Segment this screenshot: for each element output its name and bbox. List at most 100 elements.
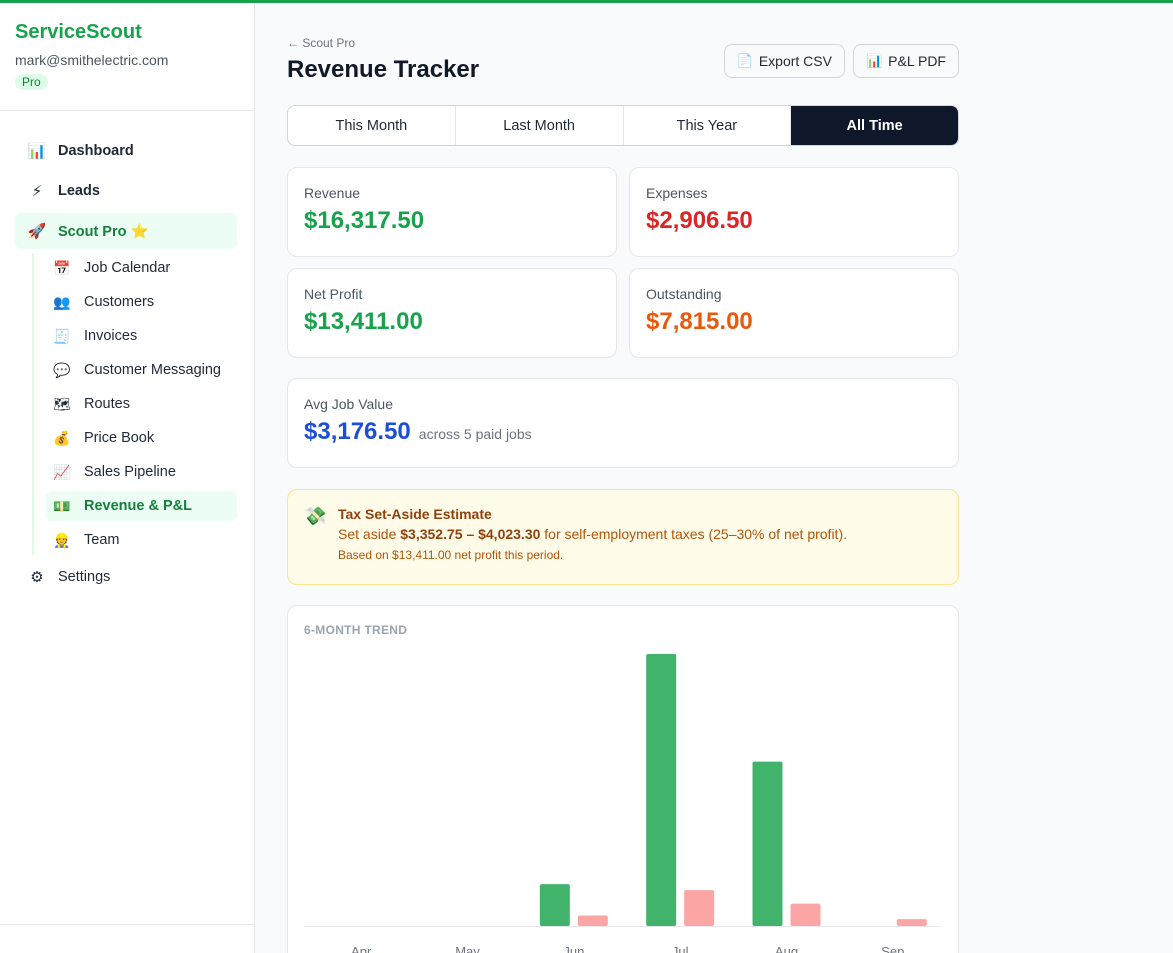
money-wings-icon: 💸 (304, 506, 327, 526)
gear-icon: ⚙ (30, 569, 44, 586)
sidebar-item-label: Sales Pipeline (84, 464, 176, 480)
brand-block: ServiceScout mark@smithelectric.com Pro (0, 3, 254, 111)
sidebar-item-label: Team (84, 532, 120, 548)
sidebar-item-label: Leads (58, 183, 100, 199)
tax-prefix: Set aside (338, 526, 401, 542)
sidebar-item-settings[interactable]: ⚙ Settings (15, 559, 237, 595)
tab-this-year[interactable]: This Year (624, 106, 792, 145)
expenses-card: Expenses $2,906.50 (629, 167, 959, 257)
x-tick-label: May (455, 944, 480, 953)
sidebar-item-job-calendar[interactable]: 📅 Job Calendar (46, 253, 237, 283)
bar-chart-icon: 📊 (27, 143, 47, 160)
sidebar-item-label: Routes (84, 396, 130, 412)
money-bag-icon: 💰 (53, 429, 71, 446)
calendar-icon: 📅 (53, 259, 71, 276)
sidebar-item-leads[interactable]: ⚡ Leads (15, 173, 237, 209)
tab-all-time[interactable]: All Time (791, 106, 958, 145)
outstanding-card: Outstanding $7,815.00 (629, 268, 959, 358)
sidebar-item-revenue-pl[interactable]: 💵 Revenue & P&L (46, 491, 237, 521)
net-profit-value: $13,411.00 (304, 308, 423, 335)
sidebar-item-label: Customers (84, 294, 155, 310)
revenue-value: $16,317.50 (304, 207, 425, 234)
sidebar-item-routes[interactable]: 🗺 Routes (46, 389, 237, 419)
map-icon: 🗺 (53, 395, 71, 412)
export-csv-label: Export CSV (758, 53, 832, 69)
sidebar-item-sales-pipeline[interactable]: 📈 Sales Pipeline (46, 457, 237, 487)
sidebar-item-dashboard[interactable]: 📊 Dashboard (15, 133, 237, 169)
revenue-bar-jun[interactable] (539, 884, 570, 926)
main-content: ← Scout Pro Revenue Tracker 📄 Export CSV… (287, 3, 959, 953)
document-icon: 📄 (736, 53, 753, 68)
tax-estimate-title: Tax Set-Aside Estimate (338, 506, 492, 522)
top-accent-bar (0, 0, 1173, 3)
expense-bar-sep[interactable] (896, 919, 927, 926)
avg-job-label: Avg Job Value (304, 396, 393, 412)
tab-this-month[interactable]: This Month (288, 106, 456, 145)
sidebar: ServiceScout mark@smithelectric.com Pro … (0, 3, 255, 953)
avg-job-row: $3,176.50 across 5 paid jobs (304, 418, 942, 446)
tax-estimate-banner: 💸 Tax Set-Aside Estimate Set aside $3,35… (287, 489, 959, 585)
sidebar-item-label: Settings (58, 569, 111, 585)
net-profit-label: Net Profit (304, 286, 363, 302)
expenses-label: Expenses (646, 185, 708, 201)
expense-bar-jul[interactable] (684, 890, 715, 926)
revenue-bar-aug[interactable] (752, 761, 783, 926)
people-icon: 👥 (53, 293, 71, 310)
sidebar-item-label: Scout Pro ⭐ (58, 223, 149, 240)
brand-name[interactable]: ServiceScout (15, 21, 142, 43)
worker-icon: 👷 (53, 531, 71, 548)
sidebar-item-customer-messaging[interactable]: 💬 Customer Messaging (46, 355, 237, 385)
sidebar-item-label: Revenue & P&L (84, 498, 192, 514)
bar-chart-icon: 📊 (865, 53, 883, 68)
sidebar-item-label: Job Calendar (84, 260, 171, 276)
sidebar-item-label: Dashboard (58, 143, 134, 159)
pl-pdf-button[interactable]: 📊 P&L PDF (852, 44, 959, 78)
tax-suffix: for self-employment taxes (25–30% of net… (540, 526, 847, 542)
export-csv-button[interactable]: 📄 Export CSV (723, 44, 845, 78)
revenue-card: Revenue $16,317.50 (287, 167, 617, 257)
sidebar-item-team[interactable]: 👷 Team (46, 525, 237, 555)
x-tick-label: Jun (563, 944, 584, 953)
x-tick-label: Sep (881, 944, 904, 953)
revenue-label: Revenue (304, 185, 361, 201)
sidebar-footer-divider (0, 924, 254, 925)
sidebar-item-label: Invoices (84, 328, 138, 344)
outstanding-label: Outstanding (646, 286, 722, 302)
revenue-bar-jul[interactable] (646, 654, 677, 926)
receipt-icon: 🧾 (53, 327, 71, 344)
tax-estimate-line: Set aside $3,352.75 – $4,023.30 for self… (338, 526, 847, 542)
avg-job-subtext: across 5 paid jobs (418, 426, 532, 442)
page-title: Revenue Tracker (287, 56, 480, 83)
x-tick-label: Apr (351, 944, 372, 953)
dollar-bill-icon: 💵 (53, 497, 71, 514)
avg-job-value: $3,176.50 (304, 418, 411, 445)
speech-bubble-icon: 💬 (53, 361, 71, 378)
sidebar-item-invoices[interactable]: 🧾 Invoices (46, 321, 237, 351)
avg-job-card: Avg Job Value $3,176.50 across 5 paid jo… (287, 378, 959, 468)
sidebar-item-label: Customer Messaging (84, 362, 221, 378)
expense-bar-jun[interactable] (577, 915, 608, 926)
breadcrumb[interactable]: ← Scout Pro (287, 36, 356, 50)
trend-chart-icon: 📈 (53, 463, 71, 480)
trend-chart: Apr May Jun Jul Aug Sep (304, 654, 942, 953)
sidebar-item-label: Price Book (84, 430, 155, 446)
x-tick-label: Jul (672, 944, 689, 953)
stats-grid: Revenue $16,317.50 Expenses $2,906.50 Ne… (287, 167, 959, 358)
outstanding-value: $7,815.00 (646, 308, 753, 335)
chart-title: 6-MONTH TREND (304, 623, 408, 637)
tax-estimate-text: Tax Set-Aside Estimate Set aside $3,352.… (338, 506, 847, 568)
sidebar-item-scout-pro[interactable]: 🚀 Scout Pro ⭐ (15, 213, 237, 249)
tab-last-month[interactable]: Last Month (456, 106, 624, 145)
plan-badge: Pro (15, 74, 48, 90)
expenses-value: $2,906.50 (646, 207, 753, 234)
x-tick-label: Aug (775, 944, 798, 953)
header-actions: 📄 Export CSV 📊 P&L PDF (723, 44, 959, 78)
tax-range: $3,352.75 – $4,023.30 (400, 526, 541, 542)
period-tabs: This Month Last Month This Year All Time (287, 105, 959, 146)
sidebar-item-price-book[interactable]: 💰 Price Book (46, 423, 237, 453)
pl-pdf-label: P&L PDF (888, 53, 946, 69)
sidebar-item-customers[interactable]: 👥 Customers (46, 287, 237, 317)
trend-chart-card: 6-MONTH TREND Apr May Jun Jul Aug Sep (287, 605, 959, 953)
expense-bar-aug[interactable] (790, 903, 821, 926)
tax-estimate-note: Based on $13,411.00 net profit this peri… (338, 548, 564, 562)
